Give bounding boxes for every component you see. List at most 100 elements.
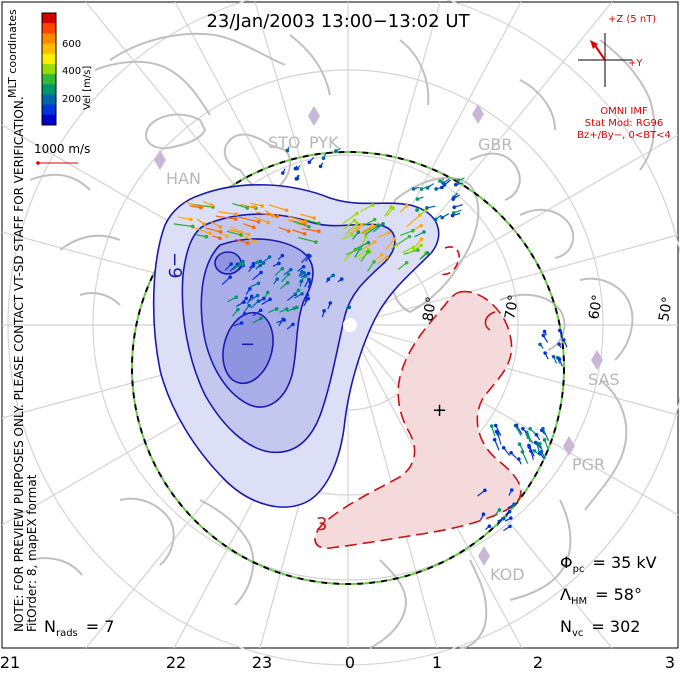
colorbar xyxy=(42,13,56,126)
velocity-vector-dot xyxy=(284,307,289,311)
station-label-pgr: PGR xyxy=(572,455,605,474)
velocity-vector-dot xyxy=(500,516,505,521)
velocity-vector-dot xyxy=(494,429,499,434)
velocity-vector-dot xyxy=(316,229,321,234)
velocity-vector-tail xyxy=(234,238,248,244)
velocity-vector-dot xyxy=(246,232,251,237)
fit-order-note: FitOrder: 8, mapEX format xyxy=(25,474,39,632)
velocity-vector-dot xyxy=(280,253,285,258)
velocity-vector-dot xyxy=(275,214,280,219)
mlt-label-1: 1 xyxy=(432,653,442,672)
velocity-vector-dot xyxy=(268,297,272,302)
imf-info: +Z (5 nT) +Y OMNI IMF Stat Mod: RG96 Bz+… xyxy=(577,14,671,141)
velocity-vector-dot xyxy=(411,245,416,250)
velocity-vector-dot xyxy=(541,426,545,431)
velocity-vector-dot xyxy=(284,208,289,213)
velocity-vector-dot xyxy=(306,296,311,301)
velocity-vectors xyxy=(173,146,568,532)
velocity-vector-dot xyxy=(532,449,537,453)
velocity-vector-dot xyxy=(350,233,355,237)
velocity-vector-dot xyxy=(251,225,256,230)
velocity-vector-tail xyxy=(342,213,358,225)
velocity-vector-tail xyxy=(353,242,369,251)
velocity-vector-dot xyxy=(493,423,498,428)
velocity-vector-dot xyxy=(438,179,442,183)
velocity-vector-dot xyxy=(249,294,254,299)
velocity-vector-dot xyxy=(289,267,293,272)
velocity-vector-dot xyxy=(372,240,377,244)
velocity-vector-dot xyxy=(415,208,419,212)
imf-condition: Bz+/By−, 0<BT<4 xyxy=(577,130,671,141)
velocity-vector-dot xyxy=(189,217,193,222)
velocity-vector-dot xyxy=(411,187,416,191)
colorbar-band xyxy=(42,104,56,116)
velocity-vector-dot xyxy=(425,206,429,210)
velocity-vector-dot xyxy=(280,266,285,271)
velocity-vector-dot xyxy=(387,230,391,235)
velocity-vector-dot xyxy=(372,217,377,222)
velocity-vector-dot xyxy=(538,342,542,347)
lat-label-80: 80° xyxy=(420,295,440,322)
station-markers xyxy=(154,104,603,566)
velocity-vector-dot xyxy=(233,217,238,221)
velocity-vector-dot xyxy=(440,215,444,220)
stat-n-vc: Nvc = 302 xyxy=(560,617,640,639)
velocity-vector-dot xyxy=(285,148,290,153)
velocity-vector-dot xyxy=(539,449,544,454)
velocity-vector-dot xyxy=(453,182,458,187)
velocity-vector-dot xyxy=(328,301,333,305)
velocity-vector-dot xyxy=(282,318,286,322)
velocity-vector-dot xyxy=(239,321,244,325)
velocity-vector-dot xyxy=(355,221,359,226)
velocity-vector-tail xyxy=(383,206,392,217)
velocity-vector-tail xyxy=(360,204,373,213)
colorbar-band xyxy=(42,63,56,75)
velocity-vector-dot xyxy=(497,508,502,512)
colorbar-ticks: 600 400 200 xyxy=(62,39,81,105)
ref-vector-label: 1000 m/s xyxy=(34,142,90,156)
velocity-vector-dot xyxy=(265,290,270,295)
velocity-vector-dot xyxy=(286,229,291,233)
velocity-vector-tail xyxy=(341,234,353,240)
velocity-vector-tail xyxy=(345,247,361,256)
station-label-gbr: GBR xyxy=(478,135,513,154)
velocity-vector-dot xyxy=(302,271,306,275)
velocity-vector-tail xyxy=(377,231,390,238)
velocity-vector-tail xyxy=(543,439,550,451)
velocity-vector-tail xyxy=(238,216,259,223)
velocity-vector-dot xyxy=(307,277,311,282)
velocity-vector-dot xyxy=(316,221,321,226)
velocity-vector-tail xyxy=(226,230,242,236)
velocity-vector-dot xyxy=(501,445,506,450)
imf-y-label: +Y xyxy=(628,58,643,69)
velocity-vector-dot xyxy=(356,230,361,235)
velocity-vector-dot xyxy=(334,149,338,153)
velocity-vector-dot xyxy=(286,272,291,277)
velocity-vector-tail xyxy=(300,213,315,219)
velocity-vector-dot xyxy=(558,328,562,333)
velocity-vector-dot xyxy=(489,424,494,428)
mlt-label-3: 3 xyxy=(665,653,675,672)
colorbar-band xyxy=(42,33,56,45)
velocity-vector-dot xyxy=(395,242,399,247)
positive-cell-small xyxy=(437,246,460,276)
velocity-vector-dot xyxy=(411,228,415,233)
velocity-vector-dot xyxy=(318,164,323,169)
velocity-vector-dot xyxy=(379,253,384,257)
velocity-vector-dot xyxy=(277,261,281,266)
velocity-vector-tail xyxy=(408,244,422,254)
station-marker-kod xyxy=(478,546,490,566)
velocity-vector-tail xyxy=(354,248,369,259)
velocity-vector-tail xyxy=(193,227,211,234)
velocity-vector-dot xyxy=(307,225,311,229)
velocity-vector-dot xyxy=(300,291,304,296)
velocity-vector-dot xyxy=(253,239,257,244)
velocity-vector-dot xyxy=(422,230,426,234)
velocity-vector-tail xyxy=(302,228,319,232)
velocity-vector-tail xyxy=(195,234,207,238)
velocity-vector-tail xyxy=(240,204,255,208)
station-marker-sto xyxy=(308,106,320,126)
velocity-vector-dot xyxy=(528,426,532,431)
velocity-vector-dot xyxy=(404,260,409,265)
